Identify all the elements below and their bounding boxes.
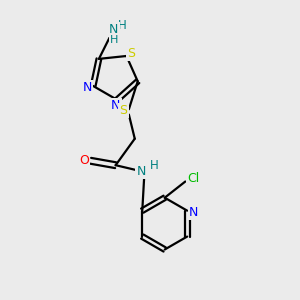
Text: N: N [111, 99, 120, 112]
Text: S: S [127, 46, 135, 59]
Text: Cl: Cl [188, 172, 200, 185]
Text: H: H [110, 35, 119, 45]
Text: H: H [149, 159, 158, 172]
Text: H: H [118, 20, 126, 32]
Text: O: O [79, 154, 89, 167]
Text: N: N [109, 23, 118, 36]
Text: N: N [82, 81, 92, 94]
Text: N: N [136, 165, 146, 178]
Text: N: N [189, 206, 198, 219]
Text: S: S [120, 104, 128, 117]
